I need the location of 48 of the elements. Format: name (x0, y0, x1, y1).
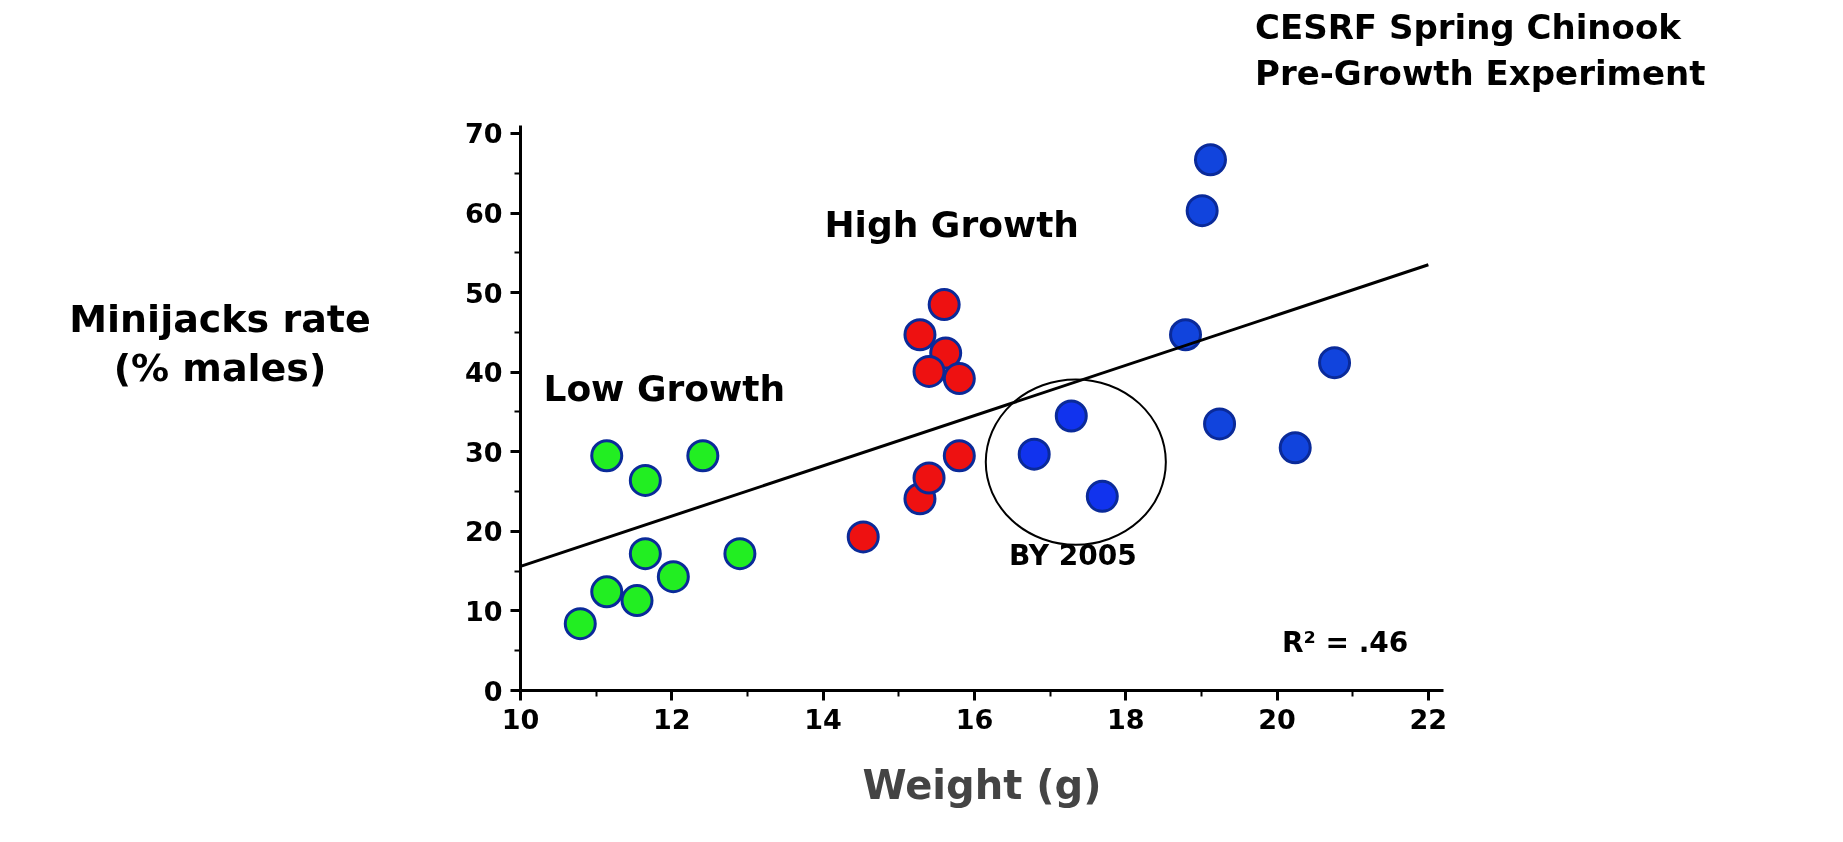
y-tick-label: 0 (483, 675, 503, 707)
point (1054, 399, 1088, 433)
x-tick-label: 18 (1106, 703, 1145, 735)
point (1017, 437, 1051, 471)
x-tick-label: 22 (1409, 703, 1448, 735)
point (927, 288, 961, 322)
point (1318, 346, 1352, 380)
point (1203, 407, 1237, 441)
annotation: R² = .46 (1281, 626, 1409, 660)
point (912, 461, 946, 495)
point (912, 354, 946, 388)
x-tick-label: 12 (653, 703, 691, 735)
x-tick-label: 20 (1258, 703, 1296, 735)
point (1169, 318, 1203, 352)
y-tick-label: 30 (464, 436, 503, 468)
y-tick-label: 60 (464, 198, 503, 230)
annotation: Low Growth (543, 367, 786, 409)
annotation: BY 2005 (1008, 538, 1137, 572)
x-axis-title: Weight (g) (862, 761, 1102, 808)
y-tick-label: 10 (464, 595, 503, 627)
point (1278, 431, 1312, 465)
point (723, 537, 757, 571)
annotation: High Growth (824, 204, 1079, 246)
point (1193, 143, 1227, 177)
point (620, 584, 654, 618)
y-axis-title: Minijacks rate (% males) (69, 296, 371, 393)
y-tick-label: 20 (464, 516, 503, 548)
point (1085, 479, 1119, 513)
point (942, 439, 976, 473)
x-tick-label: 10 (501, 703, 540, 735)
x-tick-label: 16 (955, 703, 994, 735)
y-tick-label: 50 (464, 277, 503, 309)
point (590, 439, 624, 473)
x-tick-label: 14 (804, 703, 842, 735)
y-tick-label: 40 (464, 357, 503, 389)
chart-subtitle: Pre-Growth Experiment (1255, 52, 1706, 93)
point (1185, 194, 1219, 228)
chart-title: CESRF Spring Chinook (1255, 7, 1681, 47)
point (563, 607, 597, 641)
point (942, 362, 976, 396)
point (628, 537, 662, 571)
y-tick-label: 70 (464, 118, 503, 150)
point (686, 439, 720, 473)
point (846, 520, 880, 554)
point (590, 575, 624, 609)
point (656, 560, 690, 594)
point (903, 318, 937, 352)
point (628, 463, 662, 497)
